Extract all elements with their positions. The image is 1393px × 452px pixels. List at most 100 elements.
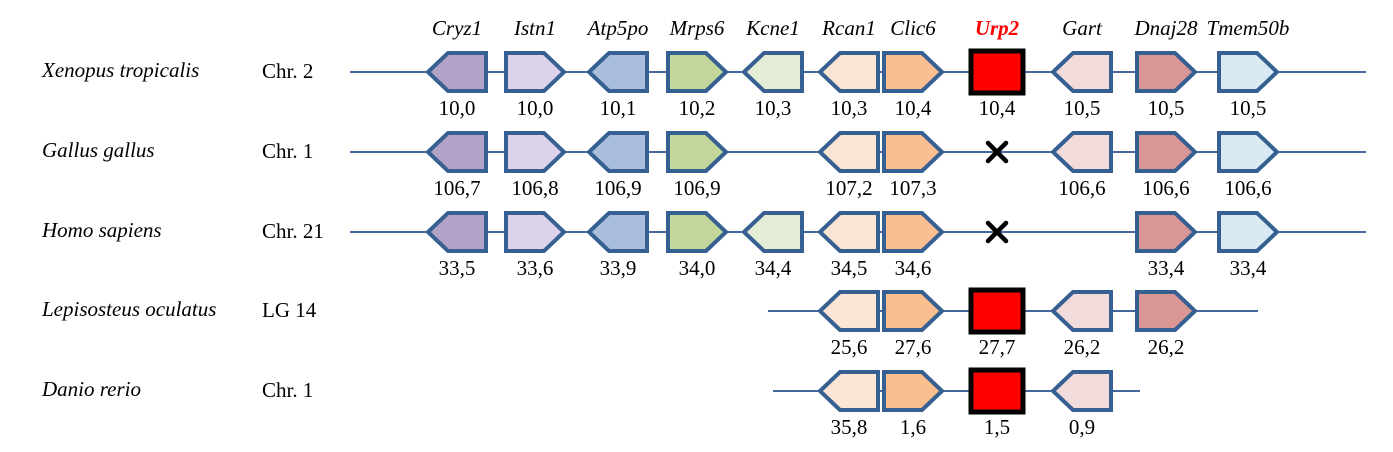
gene-arrow-right-istn1 bbox=[504, 211, 566, 253]
gene-arrow-right-clic6 bbox=[882, 370, 944, 412]
gene-arrow-right-dnaj28 bbox=[1135, 211, 1197, 253]
gene-arrow-right-clic6 bbox=[882, 51, 944, 93]
species-label: Gallus gallus bbox=[42, 138, 155, 162]
gene-arrow-left-gart bbox=[1051, 370, 1113, 412]
gene-position-value: 10,5 bbox=[1229, 96, 1267, 120]
gene-arrow-right-dnaj28 bbox=[1135, 51, 1197, 93]
gene-box-urp2 bbox=[968, 48, 1026, 96]
gene-column-label-rcan1: Rcan1 bbox=[822, 16, 876, 40]
gene-position-value: 34,6 bbox=[894, 256, 932, 280]
species-label: Xenopus tropicalis bbox=[42, 58, 200, 82]
chromosome-label: Chr. 1 bbox=[262, 378, 314, 402]
chromosome-label: Chr. 1 bbox=[262, 139, 314, 163]
gene-position-value: 1,5 bbox=[983, 415, 1011, 439]
gene-arrow-left-cryz1 bbox=[426, 211, 488, 253]
gene-position-value: 10,4 bbox=[978, 96, 1016, 120]
gene-arrow-right-tmem50b bbox=[1217, 211, 1279, 253]
gene-position-value: 10,2 bbox=[678, 96, 716, 120]
gene-arrow-left-gart bbox=[1051, 131, 1113, 173]
chromosome-line bbox=[773, 390, 1140, 392]
gene-arrow-left-atp5po bbox=[587, 131, 649, 173]
gene-arrow-left-rcan1 bbox=[818, 211, 880, 253]
gene-arrow-right-mrps6 bbox=[666, 51, 728, 93]
gene-column-label-gart: Gart bbox=[1062, 16, 1102, 40]
gene-column-label-mrps6: Mrps6 bbox=[669, 16, 725, 40]
gene-arrow-right-clic6 bbox=[882, 211, 944, 253]
gene-arrow-right-istn1 bbox=[504, 51, 566, 93]
gene-arrow-right-clic6 bbox=[882, 290, 944, 332]
gene-column-label-tmem50b: Tmem50b bbox=[1206, 16, 1290, 40]
gene-absent-marker-urp2 bbox=[985, 140, 1009, 164]
gene-position-value: 10,5 bbox=[1063, 96, 1101, 120]
gene-column-label-clic6: Clic6 bbox=[890, 16, 936, 40]
gene-arrow-left-cryz1 bbox=[426, 131, 488, 173]
chromosome-label: LG 14 bbox=[262, 298, 317, 322]
gene-column-label-istn1: Istn1 bbox=[514, 16, 556, 40]
gene-position-value: 107,2 bbox=[825, 176, 873, 200]
gene-arrow-right-dnaj28 bbox=[1135, 131, 1197, 173]
gene-position-value: 106,9 bbox=[673, 176, 721, 200]
gene-arrow-left-atp5po bbox=[587, 51, 649, 93]
gene-absent-marker-urp2 bbox=[985, 220, 1009, 244]
gene-position-value: 34,4 bbox=[754, 256, 792, 280]
gene-arrow-left-rcan1 bbox=[818, 370, 880, 412]
gene-arrow-left-rcan1 bbox=[818, 131, 880, 173]
gene-position-value: 106,6 bbox=[1058, 176, 1106, 200]
gene-position-value: 10,3 bbox=[830, 96, 868, 120]
gene-position-value: 33,4 bbox=[1147, 256, 1185, 280]
gene-column-label-atp5po: Atp5po bbox=[587, 16, 649, 40]
species-label: Homo sapiens bbox=[42, 218, 162, 242]
gene-column-label-cryz1: Cryz1 bbox=[431, 16, 483, 40]
gene-position-value: 10,1 bbox=[599, 96, 637, 120]
gene-arrow-left-rcan1 bbox=[818, 290, 880, 332]
gene-position-value: 26,2 bbox=[1147, 335, 1185, 359]
gene-position-value: 27,7 bbox=[978, 335, 1016, 359]
gene-position-value: 34,0 bbox=[678, 256, 716, 280]
gene-position-value: 10,0 bbox=[438, 96, 476, 120]
gene-position-value: 33,6 bbox=[516, 256, 554, 280]
gene-arrow-right-tmem50b bbox=[1217, 51, 1279, 93]
gene-position-value: 106,9 bbox=[594, 176, 642, 200]
gene-position-value: 106,8 bbox=[511, 176, 559, 200]
gene-column-label-kcne1: Kcne1 bbox=[746, 16, 800, 40]
gene-position-value: 10,4 bbox=[894, 96, 932, 120]
gene-position-value: 106,6 bbox=[1224, 176, 1272, 200]
gene-arrow-right-mrps6 bbox=[666, 131, 728, 173]
gene-position-value: 106,7 bbox=[433, 176, 481, 200]
gene-position-value: 1,6 bbox=[899, 415, 927, 439]
chromosome-label: Chr. 21 bbox=[262, 219, 324, 243]
gene-arrow-right-dnaj28 bbox=[1135, 290, 1197, 332]
gene-box-urp2 bbox=[968, 367, 1026, 415]
gene-position-value: 0,9 bbox=[1068, 415, 1096, 439]
gene-column-label-dnaj28: Dnaj28 bbox=[1134, 16, 1198, 40]
gene-arrow-left-atp5po bbox=[587, 211, 649, 253]
species-label: Lepisosteus oculatus bbox=[42, 297, 217, 321]
gene-position-value: 25,6 bbox=[830, 335, 868, 359]
gene-position-value: 10,0 bbox=[516, 96, 554, 120]
gene-position-value: 10,5 bbox=[1147, 96, 1185, 120]
species-label: Danio rerio bbox=[42, 377, 141, 401]
gene-arrow-left-cryz1 bbox=[426, 51, 488, 93]
gene-position-value: 33,9 bbox=[599, 256, 637, 280]
gene-box-urp2 bbox=[968, 287, 1026, 335]
gene-position-value: 26,2 bbox=[1063, 335, 1101, 359]
gene-arrow-right-clic6 bbox=[882, 131, 944, 173]
gene-position-value: 10,3 bbox=[754, 96, 792, 120]
gene-position-value: 106,6 bbox=[1142, 176, 1190, 200]
gene-arrow-left-rcan1 bbox=[818, 51, 880, 93]
chromosome-label: Chr. 2 bbox=[262, 59, 314, 83]
gene-arrow-left-gart bbox=[1051, 51, 1113, 93]
gene-arrow-right-istn1 bbox=[504, 131, 566, 173]
gene-position-value: 34,5 bbox=[830, 256, 868, 280]
gene-position-value: 27,6 bbox=[894, 335, 932, 359]
gene-arrow-left-kcne1 bbox=[742, 51, 804, 93]
gene-position-value: 33,4 bbox=[1229, 256, 1267, 280]
gene-position-value: 35,8 bbox=[830, 415, 868, 439]
gene-arrow-left-kcne1 bbox=[742, 211, 804, 253]
gene-arrow-right-mrps6 bbox=[666, 211, 728, 253]
gene-arrow-left-gart bbox=[1051, 290, 1113, 332]
gene-arrow-right-tmem50b bbox=[1217, 131, 1279, 173]
gene-column-label-urp2: Urp2 bbox=[974, 16, 1020, 40]
gene-position-value: 107,3 bbox=[889, 176, 937, 200]
